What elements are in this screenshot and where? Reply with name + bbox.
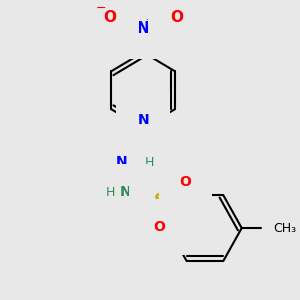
Text: N: N [137,113,149,127]
Text: N: N [120,185,131,199]
Text: O: O [103,10,116,25]
Text: H: H [144,156,154,169]
Text: +: + [146,15,155,25]
Text: −: − [95,2,106,15]
Text: N: N [159,155,170,169]
Text: N: N [137,21,149,36]
Text: O: O [180,175,192,189]
Text: CH₃: CH₃ [274,222,297,235]
Text: N: N [116,155,127,169]
Text: S: S [154,192,166,210]
Text: O: O [154,220,166,234]
Text: O: O [170,10,183,25]
Text: H: H [106,186,115,199]
